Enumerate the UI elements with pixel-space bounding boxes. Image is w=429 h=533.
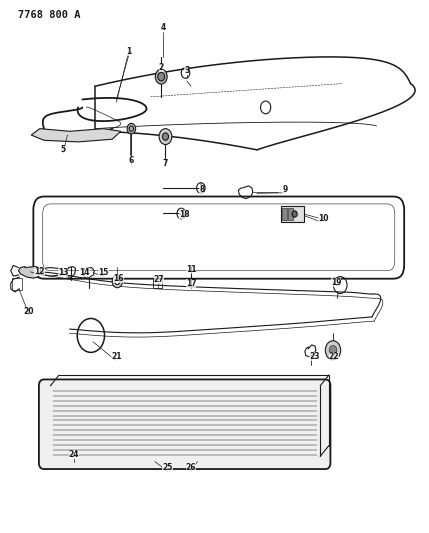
- Text: 7768 800 A: 7768 800 A: [18, 10, 81, 20]
- Circle shape: [329, 345, 337, 355]
- Text: 8: 8: [199, 185, 204, 194]
- Text: 17: 17: [186, 279, 196, 288]
- Text: 7: 7: [163, 159, 168, 167]
- Polygon shape: [31, 128, 121, 142]
- Text: 2: 2: [159, 63, 164, 72]
- Text: 23: 23: [309, 352, 320, 361]
- Text: 27: 27: [154, 275, 164, 284]
- Bar: [153, 278, 162, 288]
- Text: 25: 25: [163, 464, 173, 472]
- Text: 5: 5: [60, 146, 66, 155]
- Text: 12: 12: [34, 268, 45, 276]
- Text: 3: 3: [184, 66, 190, 75]
- Text: 9: 9: [282, 185, 287, 194]
- Circle shape: [163, 133, 169, 140]
- Circle shape: [115, 278, 120, 285]
- Text: 1: 1: [127, 47, 132, 56]
- Circle shape: [159, 128, 172, 144]
- Text: 16: 16: [113, 273, 124, 282]
- Text: 14: 14: [79, 268, 90, 277]
- Text: 13: 13: [58, 268, 69, 277]
- Text: 24: 24: [69, 450, 79, 459]
- Text: 26: 26: [186, 464, 196, 472]
- Text: 4: 4: [161, 23, 166, 33]
- Polygon shape: [18, 266, 41, 278]
- Text: 6: 6: [129, 156, 134, 165]
- Text: 21: 21: [111, 352, 122, 361]
- Circle shape: [325, 341, 341, 360]
- Circle shape: [292, 211, 297, 217]
- Text: 22: 22: [329, 352, 339, 361]
- Text: 11: 11: [186, 265, 196, 273]
- Circle shape: [158, 72, 165, 81]
- Bar: [282, 208, 287, 220]
- Circle shape: [112, 275, 122, 288]
- Bar: [281, 206, 304, 222]
- Text: 15: 15: [99, 268, 109, 277]
- Text: 18: 18: [179, 210, 190, 219]
- Bar: [288, 208, 293, 220]
- Bar: [12, 278, 22, 290]
- Text: 20: 20: [24, 307, 34, 316]
- Text: 19: 19: [331, 278, 341, 287]
- Circle shape: [155, 69, 167, 84]
- Text: 10: 10: [318, 214, 329, 223]
- FancyBboxPatch shape: [39, 379, 330, 469]
- Circle shape: [127, 123, 136, 134]
